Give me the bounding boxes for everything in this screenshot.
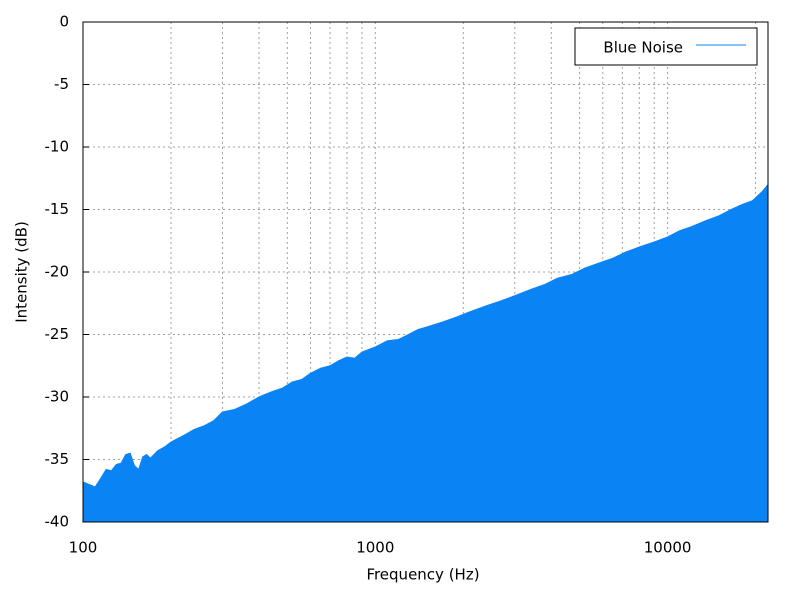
legend-label: Blue Noise (603, 39, 683, 57)
x-axis-label: Frequency (Hz) (366, 566, 479, 584)
y-tick-label: -40 (45, 513, 70, 531)
y-tick-label: -15 (45, 200, 70, 218)
y-tick-label: -25 (45, 325, 70, 343)
x-tick-label: 10000 (644, 539, 692, 557)
x-tick-label: 100 (69, 539, 98, 557)
y-tick-label: 0 (59, 13, 69, 31)
y-tick-label: -35 (45, 450, 70, 468)
y-axis-label: Intensity (dB) (13, 221, 31, 323)
y-tick-label: -30 (45, 388, 70, 406)
legend-box (574, 27, 758, 66)
y-tick-label: -5 (54, 75, 69, 93)
plot-frame (82, 21, 769, 523)
y-tick-label: -10 (45, 138, 70, 156)
area (82, 183, 769, 523)
y-tick-label: -20 (45, 263, 70, 281)
x-tick-label: 1000 (356, 539, 394, 557)
